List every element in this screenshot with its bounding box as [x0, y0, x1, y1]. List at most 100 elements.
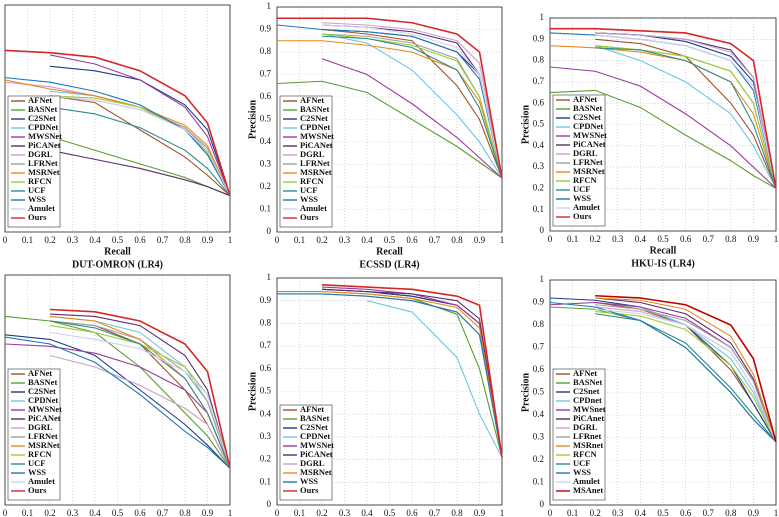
legend-label: DGRL	[573, 422, 598, 432]
x-tick-label: 0.3	[339, 235, 351, 245]
plot-frame	[276, 6, 503, 233]
legend-label: MSRNet	[573, 166, 605, 176]
legend-label: MSRNet	[300, 167, 332, 177]
pr-curve	[549, 89, 777, 189]
legend-label: WSS	[573, 467, 591, 477]
pr-curve	[321, 58, 503, 179]
y-tick-label: 0.5	[260, 114, 272, 124]
legend-label: Ours	[28, 212, 47, 222]
y-tick-label: 0.1	[260, 204, 271, 214]
pr-curve	[4, 77, 231, 196]
x-tick-label: 0.8	[179, 235, 191, 245]
legend-label: CPDNet	[300, 122, 330, 132]
legend-label: LFRNet	[573, 157, 603, 167]
x-tick-label: 0.4	[89, 235, 101, 245]
x-tick-label: 0.8	[451, 508, 463, 517]
pr-curve	[595, 297, 777, 443]
x-tick-label: 0.5	[112, 235, 124, 245]
legend-label: MWSNet	[573, 130, 607, 140]
x-tick-label: 0.2	[590, 234, 601, 244]
pr-curve	[49, 95, 231, 197]
y-tick-label: 0	[267, 499, 272, 509]
legend-label: DGRL	[28, 422, 53, 432]
pr-curve	[595, 47, 777, 189]
legend-label: LFRNet	[28, 158, 58, 168]
legend-label: AFNet	[28, 368, 52, 378]
y-tick-label: 0.7	[260, 340, 272, 350]
pr-curve	[4, 334, 231, 469]
x-axis-label: Recall	[104, 246, 131, 257]
pr-curve	[595, 313, 777, 443]
x-tick-label: 1	[774, 234, 779, 244]
legend-label: Amulet	[573, 476, 600, 486]
pr-curve	[49, 149, 231, 197]
x-tick-label: 0.6	[406, 235, 418, 245]
x-tick-label: 0.9	[748, 508, 760, 517]
x-tick-label: 0.7	[429, 235, 441, 245]
y-tick-label: 0.5	[260, 386, 272, 396]
legend-label: BASNet	[28, 104, 57, 114]
legend-label: AFNet	[573, 94, 597, 104]
chart-title: DUT-OMRON (LR4)	[72, 259, 163, 270]
x-axis-label: Recall	[376, 246, 403, 257]
pr-curve	[49, 95, 231, 196]
x-tick-label: 0.4	[361, 508, 373, 517]
pr-curve	[595, 294, 777, 443]
legend-label: MWSNet	[28, 404, 62, 414]
legend-label: MSRNet	[28, 167, 60, 177]
x-tick-label: 0	[3, 235, 8, 245]
x-tick-label: 0.1	[294, 508, 305, 517]
legend-label: WSS	[28, 194, 46, 204]
y-tick-label: 0.5	[533, 387, 545, 397]
x-tick-label: 0.1	[567, 234, 578, 244]
x-tick-label: 0.9	[202, 235, 214, 245]
legend-box	[552, 94, 606, 227]
legend-label: LFRNet	[28, 431, 58, 441]
pr-curve	[321, 284, 503, 458]
pr-curve	[321, 33, 503, 179]
legend-box	[279, 404, 333, 501]
x-tick-label: 0.1	[567, 508, 578, 517]
y-tick-label: 0.8	[533, 319, 545, 329]
x-tick-label: 0.2	[44, 508, 55, 517]
plot-frame	[549, 17, 777, 232]
legend-label: RFCN	[573, 449, 597, 459]
legend-label: AFNet	[573, 368, 597, 378]
legend-label: BASNet	[28, 377, 57, 387]
y-tick-label: 0.7	[533, 342, 545, 352]
legend-label: MSRNet	[28, 440, 60, 450]
y-tick-label: 0.8	[533, 55, 545, 65]
legend-label: MSRNet	[300, 467, 332, 477]
x-tick-label: 0.5	[112, 508, 124, 517]
legend-label: UCF	[573, 184, 590, 194]
plot-frame	[276, 277, 503, 506]
legend-label: C2SNet	[300, 422, 328, 432]
x-tick-label: 0.3	[67, 508, 79, 517]
pr-curve	[321, 293, 503, 458]
legend-label: WSS	[300, 476, 318, 486]
x-tick-label: 0.8	[725, 508, 737, 517]
pr-curve	[321, 35, 503, 179]
pr-curve	[549, 301, 777, 443]
legend-label: LFRnet	[573, 431, 602, 441]
x-tick-label: 0.3	[339, 508, 351, 517]
legend-label: Ours	[573, 211, 592, 221]
y-tick-label: 1	[267, 272, 272, 282]
legend-label: DGRL	[300, 149, 325, 159]
y-tick-label: 0.9	[533, 297, 545, 307]
y-tick-label: 0.4	[260, 136, 272, 146]
x-tick-label: 0.7	[703, 234, 715, 244]
x-tick-label: 0.8	[451, 235, 463, 245]
y-tick-label: 1	[540, 274, 545, 284]
y-tick-label: 1	[267, 1, 272, 11]
pr-curve	[277, 40, 503, 179]
legend-label: PiCANet	[573, 139, 606, 149]
pr-curve	[277, 17, 503, 179]
y-tick-label: 0.9	[260, 295, 272, 305]
y-tick-label: 0.6	[533, 364, 545, 374]
legend-label: LFRNet	[300, 158, 330, 168]
legend-label: DGRL	[300, 458, 325, 468]
x-tick-label: 0.3	[67, 235, 79, 245]
y-tick-label: 0.2	[533, 454, 544, 464]
